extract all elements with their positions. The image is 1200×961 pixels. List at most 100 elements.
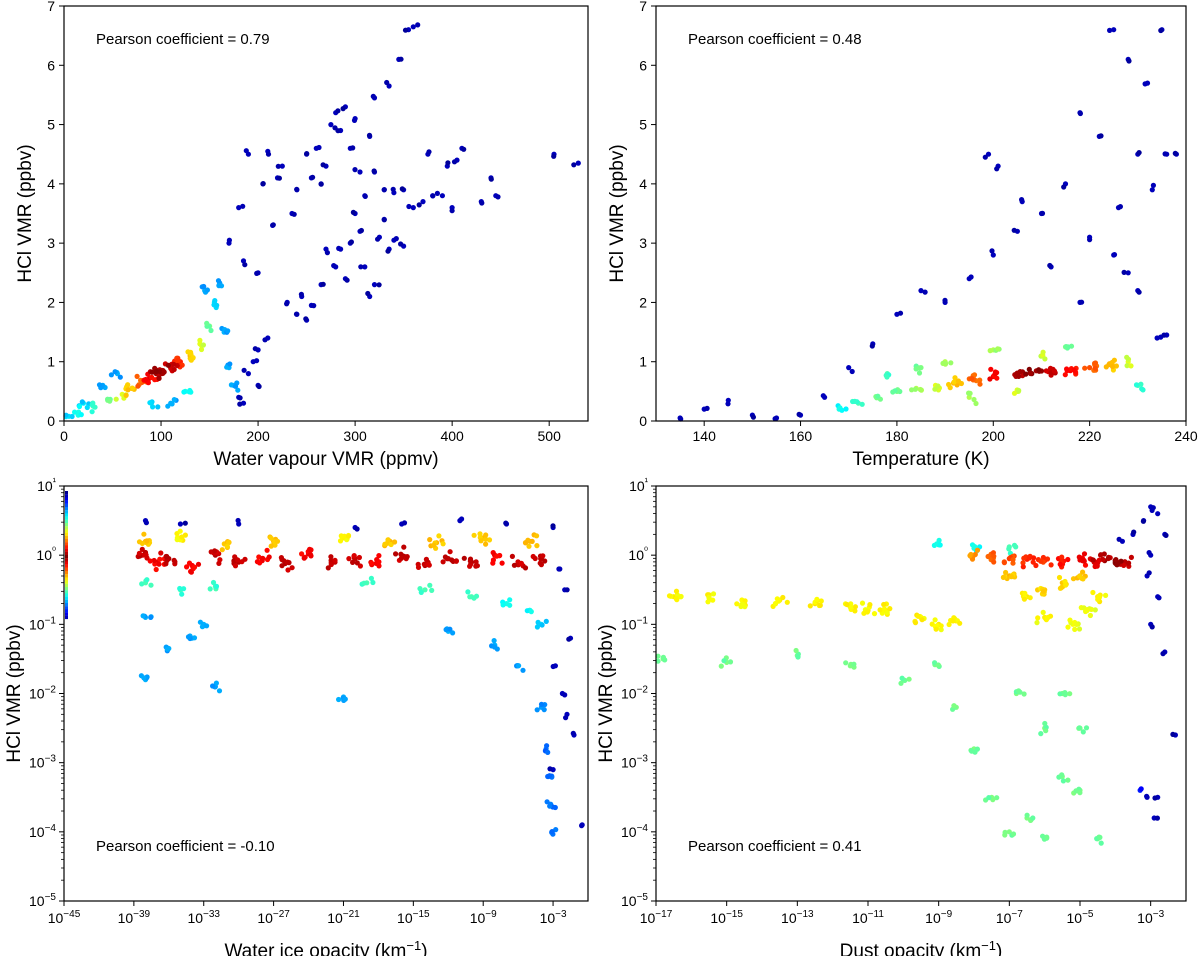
- point-dot: [1126, 58, 1132, 64]
- data-point: [320, 162, 329, 169]
- tick-exponent: −11: [868, 909, 885, 920]
- data-point: [873, 393, 884, 402]
- data-point: [1090, 551, 1113, 564]
- data-point: [793, 647, 801, 660]
- point-dot: [1003, 569, 1009, 576]
- point-dot: [164, 553, 170, 560]
- point-dot: [727, 659, 734, 665]
- data-point: [399, 186, 407, 193]
- point-dot: [1016, 387, 1022, 394]
- data-point: [493, 193, 501, 200]
- point-dot: [459, 516, 465, 522]
- point-dot: [337, 538, 344, 544]
- point-dot: [240, 203, 246, 209]
- point-dot: [401, 520, 408, 526]
- data-point: [255, 382, 262, 390]
- point-dot: [784, 599, 790, 605]
- point-dot: [550, 523, 556, 529]
- colour-strip-cell: [65, 593, 68, 597]
- point-dot: [370, 93, 376, 99]
- colour-strip-cell: [65, 587, 68, 591]
- data-point: [912, 612, 927, 626]
- data-point: [207, 579, 220, 592]
- point-dot: [328, 122, 334, 128]
- tick-base: 10: [327, 910, 343, 926]
- point-dot: [165, 403, 171, 409]
- point-dot: [362, 264, 368, 270]
- data-point: [333, 108, 341, 116]
- point-dot: [356, 554, 362, 561]
- point-dot: [1023, 371, 1029, 377]
- tick-base: 10: [29, 893, 45, 909]
- point-dot: [1088, 606, 1094, 613]
- point-dot: [990, 252, 996, 258]
- point-dot: [571, 162, 577, 168]
- point-dot: [1010, 560, 1016, 566]
- x-axis-label-text: Water ice opacity (km: [224, 941, 406, 956]
- data-point: [1062, 365, 1079, 378]
- tick-exponent: −45: [63, 909, 80, 920]
- point-dot: [392, 539, 398, 545]
- point-dot: [352, 167, 358, 173]
- point-dot: [398, 555, 404, 561]
- point-dot: [705, 599, 711, 605]
- point-dot: [442, 554, 448, 560]
- point-dot: [966, 394, 972, 400]
- x-tick-label: 0: [60, 428, 68, 444]
- tick-base: 10: [29, 686, 45, 702]
- y-tick-label: 10⁰: [36, 546, 56, 563]
- point-dot: [1036, 367, 1042, 373]
- point-dot: [1098, 840, 1104, 846]
- data-point: [1149, 507, 1161, 517]
- point-dot: [362, 193, 368, 199]
- point-dot: [354, 526, 360, 532]
- data-point: [325, 554, 338, 571]
- point-dot: [772, 416, 778, 422]
- colour-strip-cell: [65, 539, 68, 543]
- data-point: [197, 337, 206, 353]
- point-dot: [393, 551, 399, 557]
- point-dot: [1144, 793, 1150, 799]
- data-point: [983, 794, 1000, 803]
- point-dot: [982, 154, 988, 160]
- x-tick-label: 240: [1174, 428, 1198, 444]
- data-point: [514, 663, 526, 673]
- colour-strip-cell: [65, 500, 68, 504]
- data-point: [270, 222, 276, 228]
- point-dot: [795, 654, 801, 660]
- point-dot: [562, 692, 568, 698]
- point-dot: [1047, 262, 1053, 269]
- point-dot: [1065, 624, 1071, 630]
- point-dot: [171, 361, 177, 367]
- point-dot: [278, 555, 284, 561]
- y-tick-label: 0: [47, 413, 55, 429]
- point-dot: [1044, 615, 1050, 621]
- point-dot: [385, 248, 391, 254]
- point-dot: [1107, 27, 1113, 33]
- point-dot: [1040, 833, 1046, 839]
- data-point: [236, 394, 243, 401]
- point-dot: [1140, 387, 1146, 393]
- x-tick-label: 220: [1078, 428, 1102, 444]
- data-point: [459, 145, 467, 152]
- point-dot: [467, 594, 473, 600]
- data-point: [352, 524, 360, 532]
- point-dot: [1063, 582, 1069, 588]
- point-dot: [538, 701, 545, 708]
- point-dot: [1077, 573, 1083, 579]
- tick-exponent: −13: [797, 909, 814, 920]
- point-dot: [1136, 150, 1142, 156]
- data-point: [365, 290, 373, 300]
- point-dot: [135, 383, 141, 389]
- data-point: [346, 553, 363, 569]
- data-point: [950, 703, 959, 712]
- point-dot: [384, 79, 390, 86]
- data-point: [1152, 794, 1161, 801]
- point-dot: [1098, 133, 1104, 139]
- data-point: [500, 597, 513, 608]
- tick-base: 10: [621, 616, 637, 632]
- point-dot: [156, 561, 162, 567]
- point-dot: [541, 707, 547, 713]
- point-dot: [507, 597, 513, 603]
- axis-ticks: 10−17 10−15 10−13 10−11 10−9 10−7 10−5 10−310−5…: [621, 477, 1165, 926]
